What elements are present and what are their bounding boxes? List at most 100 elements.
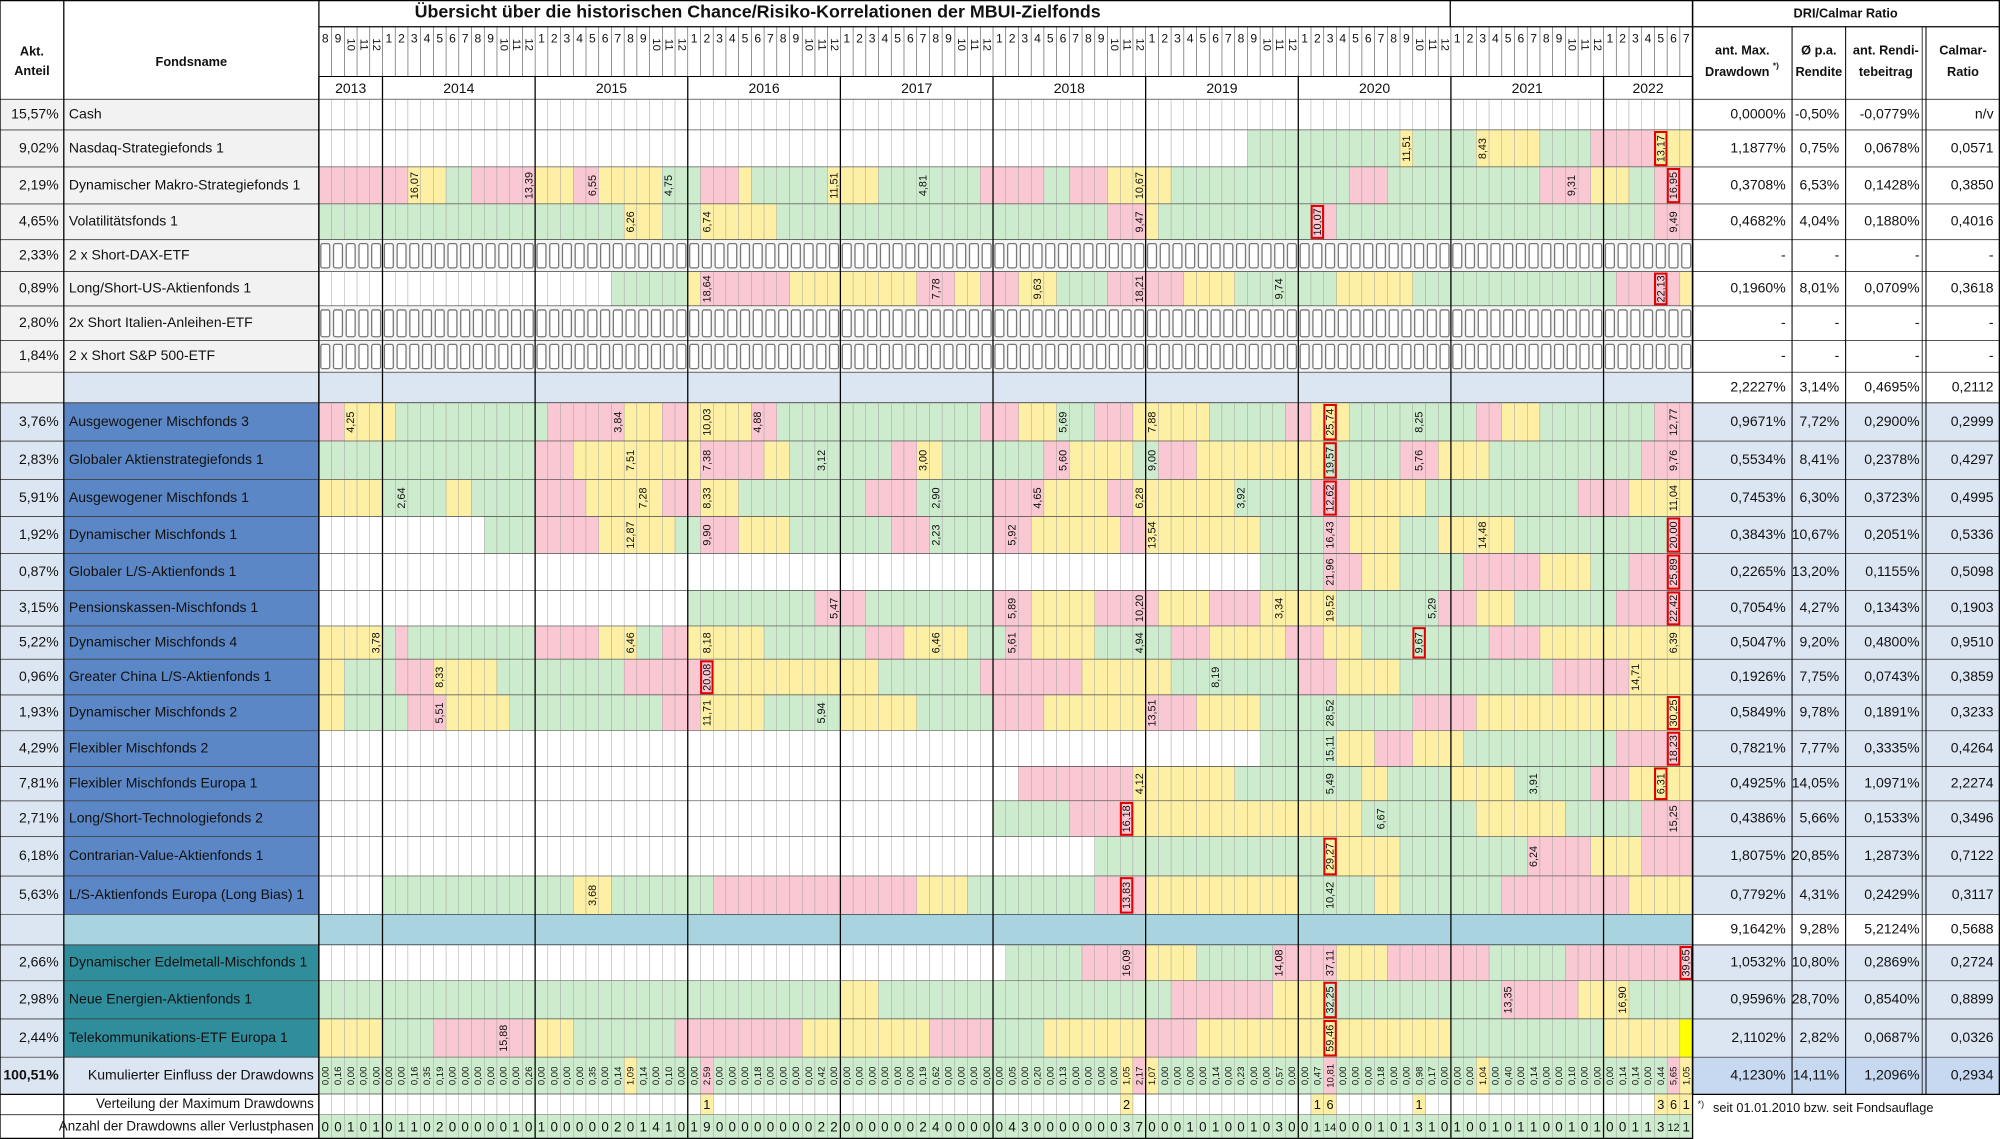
month-label: 12 [981,38,993,51]
month-label: 6 [1365,32,1372,46]
count-value: 1 [398,1120,405,1135]
stat-value: 0,3618 [1951,280,1994,296]
month-cell [980,590,994,627]
month-cell [1081,516,1095,554]
month-cell [1018,553,1032,591]
empty-cell-frame [994,309,1005,338]
month-cell [1501,271,1515,307]
month-cell [878,516,892,554]
month-cell [1285,730,1299,767]
count-value: 0 [1543,1120,1550,1135]
month-cell [1387,626,1401,660]
month-cell [636,876,650,915]
month-cell [649,659,663,696]
month-cell [1209,626,1223,660]
count-value: 0 [550,1120,557,1135]
month-cell [1310,271,1324,307]
month-cell [1030,694,1045,732]
fund-share: 0,96% [19,668,59,684]
drawdown-label: 4,12 [1134,773,1146,794]
fund-name: Ausgewogener Mischfonds 1 [69,489,249,505]
empty-cell-frame [1566,343,1577,370]
month-cell [1399,516,1413,554]
max-drawdown-frame [1666,591,1681,626]
count-value: 0 [449,1120,456,1135]
month-label: 10 [1413,38,1425,51]
empty-cell-frame [1681,242,1692,269]
month-cell [1679,626,1693,660]
month-cell [484,800,498,837]
total-value: 0,00 [842,1067,853,1086]
month-label: 3 [869,32,876,46]
month-cell [1259,402,1274,442]
month-cell [776,166,790,205]
stat-cell [1791,166,1846,205]
month-cell [1450,590,1464,627]
month-cell [1527,129,1541,168]
month-cell [1539,694,1553,732]
month-cell [916,479,930,517]
count-value: 2 [818,1120,825,1135]
month-cell [662,271,676,307]
month-cell [980,876,994,915]
month-cell [852,944,867,982]
month-cell [1272,99,1286,131]
month-cell [1107,203,1121,240]
month-cell [1679,694,1693,732]
drawdown-label: 3,84 [612,412,624,433]
month-cell [1361,766,1375,802]
empty-cell-frame [854,343,865,370]
month-cell [814,553,828,591]
empty-cell-frame [1375,309,1387,338]
month-cell [433,836,447,877]
month-cell [1514,129,1528,168]
month-cell [1679,730,1693,767]
month-cell [674,836,688,877]
total-value: 0,00 [371,1067,382,1086]
month-cell [420,626,434,660]
month-cell [331,203,345,240]
month-cell [1425,553,1439,591]
stat-cell [1692,402,1793,442]
month-cell [420,203,434,240]
fund-share: 2,44% [19,1029,59,1045]
month-cell [623,694,638,732]
month-cell [1412,166,1426,205]
empty-cell-frame [739,343,751,370]
month-cell [1005,1018,1019,1058]
month-cell [1183,99,1197,131]
month-cell [1450,166,1464,205]
month-cell [1285,876,1299,915]
month-cell [420,271,434,307]
stat-value: 0,75% [1800,139,1840,155]
stat-cell [1692,553,1793,591]
month-cell [1412,1018,1426,1058]
month-cell [1005,99,1019,131]
month-cell [522,730,536,767]
month-cell [1221,1018,1235,1058]
month-cell [967,441,981,480]
month-cell [1616,659,1630,696]
month-cell [954,944,968,982]
distribution-cell [522,1094,536,1115]
month-cell [1476,626,1490,660]
month-cell [725,876,739,915]
month-cell [534,553,549,591]
month-cell [916,730,930,767]
month-cell [1221,694,1235,732]
month-cell [484,590,498,627]
month-cell [1666,876,1681,915]
empty-cell-frame [1070,343,1081,370]
fund-share: 3,76% [19,413,59,429]
empty-cell-frame [1414,242,1425,269]
month-cell [776,129,790,168]
month-label: 5 [1657,32,1664,46]
month-cell [751,441,765,480]
month-label: 10 [497,38,509,51]
month-cell [1425,944,1439,982]
month-cell [802,166,816,205]
month-cell [1361,800,1375,837]
month-cell [598,766,612,802]
month-cell [1590,730,1604,767]
month-cell [484,99,498,131]
